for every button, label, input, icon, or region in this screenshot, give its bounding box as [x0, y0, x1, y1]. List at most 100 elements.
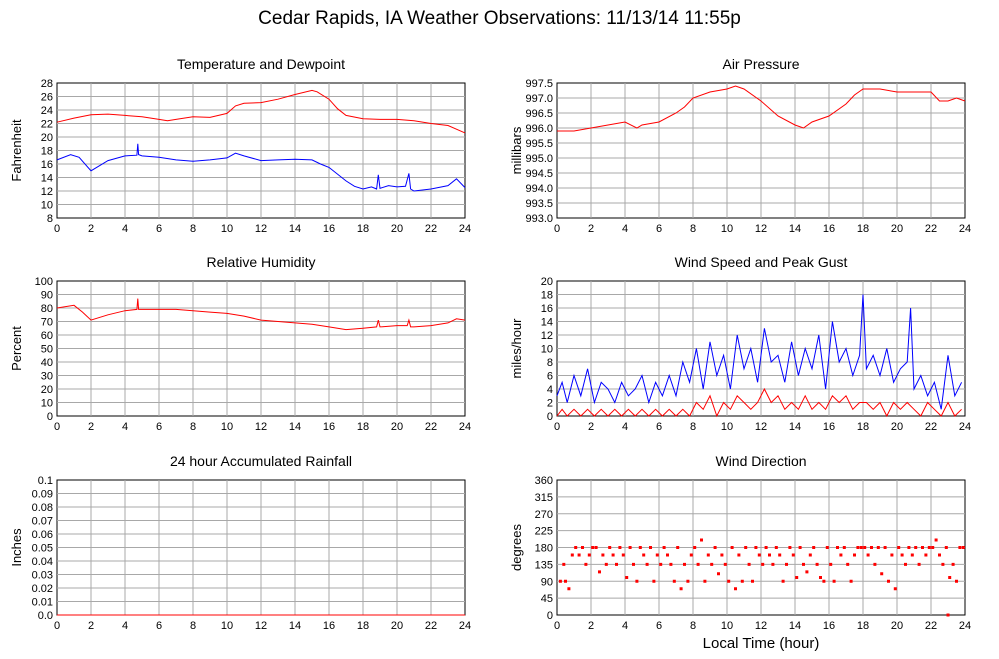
temp-chart: 0 2 4 6 8 10 12 14 16 18 20 22 248101214161820222426…	[9, 56, 471, 235]
dir-chart: 0 2 4 6 8 10 12 14 16 18 20 22 240459013518022527031…	[509, 453, 971, 632]
press-x-tick-label: 16	[823, 223, 835, 235]
dir-point	[761, 562, 765, 566]
dir-y-tick-label: 315	[535, 492, 553, 504]
rh-x-tick-label: 2	[88, 421, 94, 433]
dir-y-tick-label: 180	[535, 543, 553, 555]
dir-point	[591, 546, 595, 549]
dir-point	[689, 553, 693, 557]
dir-y-tick-label: 225	[535, 526, 553, 538]
rh-y-tick-label: 20	[41, 384, 53, 396]
temp-x-tick-label: 22	[425, 223, 437, 235]
rain-y-tick-label: 0.01	[32, 597, 53, 609]
dir-x-tick-label: 24	[959, 620, 971, 632]
dir-point	[904, 562, 907, 566]
dir-point	[836, 546, 839, 549]
dir-point	[713, 546, 717, 549]
rh-x-tick-label: 20	[391, 421, 403, 433]
dir-point	[941, 562, 945, 566]
wind-x-tick-label: 2	[588, 421, 594, 433]
dir-point	[720, 553, 724, 557]
temp-y-tick-label: 14	[41, 173, 53, 185]
rh-y-tick-label: 10	[41, 398, 53, 410]
dir-point	[679, 587, 683, 591]
dir-point	[706, 553, 710, 557]
dir-x-tick-label: 12	[755, 620, 767, 632]
rain-x-tick-label: 22	[425, 620, 437, 632]
rh-y-axis-label: Percent	[9, 326, 24, 371]
dir-point	[717, 572, 720, 576]
temp-x-tick-label: 0	[54, 223, 60, 235]
press-series-0-line	[557, 85, 966, 132]
press-y-tick-label: 995.0	[525, 153, 553, 165]
dir-point	[958, 546, 962, 549]
dir-point	[645, 562, 649, 566]
dir-y-tick-label: 90	[541, 576, 553, 588]
temp-y-tick-label: 22	[41, 119, 53, 131]
temp-x-tick-label: 4	[122, 223, 128, 235]
rh-y-tick-label: 0	[47, 411, 53, 423]
wind-y-tick-label: 14	[541, 317, 553, 329]
dir-point	[754, 546, 758, 549]
press-x-tick-label: 20	[891, 223, 903, 235]
dir-point	[873, 562, 877, 566]
wind-series-1-line	[556, 387, 962, 418]
dir-point	[893, 587, 897, 591]
dir-point	[652, 579, 656, 583]
dir-x-tick-label: 6	[656, 620, 662, 632]
dir-point	[883, 546, 887, 549]
temp-x-tick-label: 18	[357, 223, 369, 235]
press-x-tick-label: 10	[721, 223, 733, 235]
wind-x-tick-label: 10	[721, 421, 733, 433]
dir-point	[744, 546, 748, 549]
temp-x-tick-label: 2	[88, 223, 94, 235]
dir-x-tick-label: 20	[891, 620, 903, 632]
wind-y-tick-label: 12	[541, 330, 553, 342]
temp-series-1-line	[56, 143, 466, 192]
rain-x-tick-label: 6	[156, 620, 162, 632]
press-y-tick-label: 997.0	[525, 93, 553, 105]
dir-point	[632, 562, 635, 566]
dir-point	[802, 562, 805, 566]
dir-y-tick-label: 135	[535, 559, 553, 571]
rh-y-tick-label: 60	[41, 330, 53, 342]
rain-title: 24 hour Accumulated Rainfall	[170, 453, 352, 469]
rh-x-tick-label: 8	[190, 421, 196, 433]
dir-point	[839, 553, 843, 557]
dir-point	[870, 546, 873, 549]
rh-y-tick-label: 80	[41, 303, 53, 315]
wind-x-tick-label: 8	[690, 421, 696, 433]
wind-x-tick-label: 12	[755, 421, 767, 433]
dir-point	[577, 553, 581, 557]
dir-point	[659, 562, 663, 566]
dir-point	[781, 579, 785, 583]
rh-y-tick-label: 40	[41, 357, 53, 369]
wind-y-tick-label: 16	[541, 303, 553, 315]
dir-point	[771, 562, 775, 566]
rh-x-tick-label: 12	[255, 421, 267, 433]
rh-x-tick-label: 0	[54, 421, 60, 433]
dir-point	[856, 546, 860, 549]
dir-point	[876, 546, 880, 549]
dir-point	[638, 546, 642, 549]
wind-y-tick-label: 2	[547, 398, 553, 410]
rh-x-tick-label: 22	[425, 421, 437, 433]
temp-y-axis-label: Fahrenheit	[9, 119, 24, 182]
temp-x-tick-label: 12	[255, 223, 267, 235]
dir-point	[751, 579, 754, 583]
dir-point	[927, 546, 931, 549]
dir-point	[805, 570, 809, 574]
dir-point	[815, 562, 819, 566]
dir-point	[611, 553, 615, 557]
temp-x-tick-label: 10	[221, 223, 233, 235]
temp-x-tick-label: 20	[391, 223, 403, 235]
dir-x-tick-label: 16	[823, 620, 835, 632]
dir-point	[914, 546, 918, 549]
rh-x-tick-label: 4	[122, 421, 128, 433]
rain-y-tick-label: 0.09	[32, 489, 53, 501]
temp-x-tick-label: 14	[289, 223, 301, 235]
dir-point	[686, 579, 690, 583]
dir-point	[961, 546, 965, 549]
rain-x-tick-label: 24	[459, 620, 471, 632]
dir-title: Wind Direction	[715, 453, 806, 469]
dir-point	[604, 562, 608, 566]
